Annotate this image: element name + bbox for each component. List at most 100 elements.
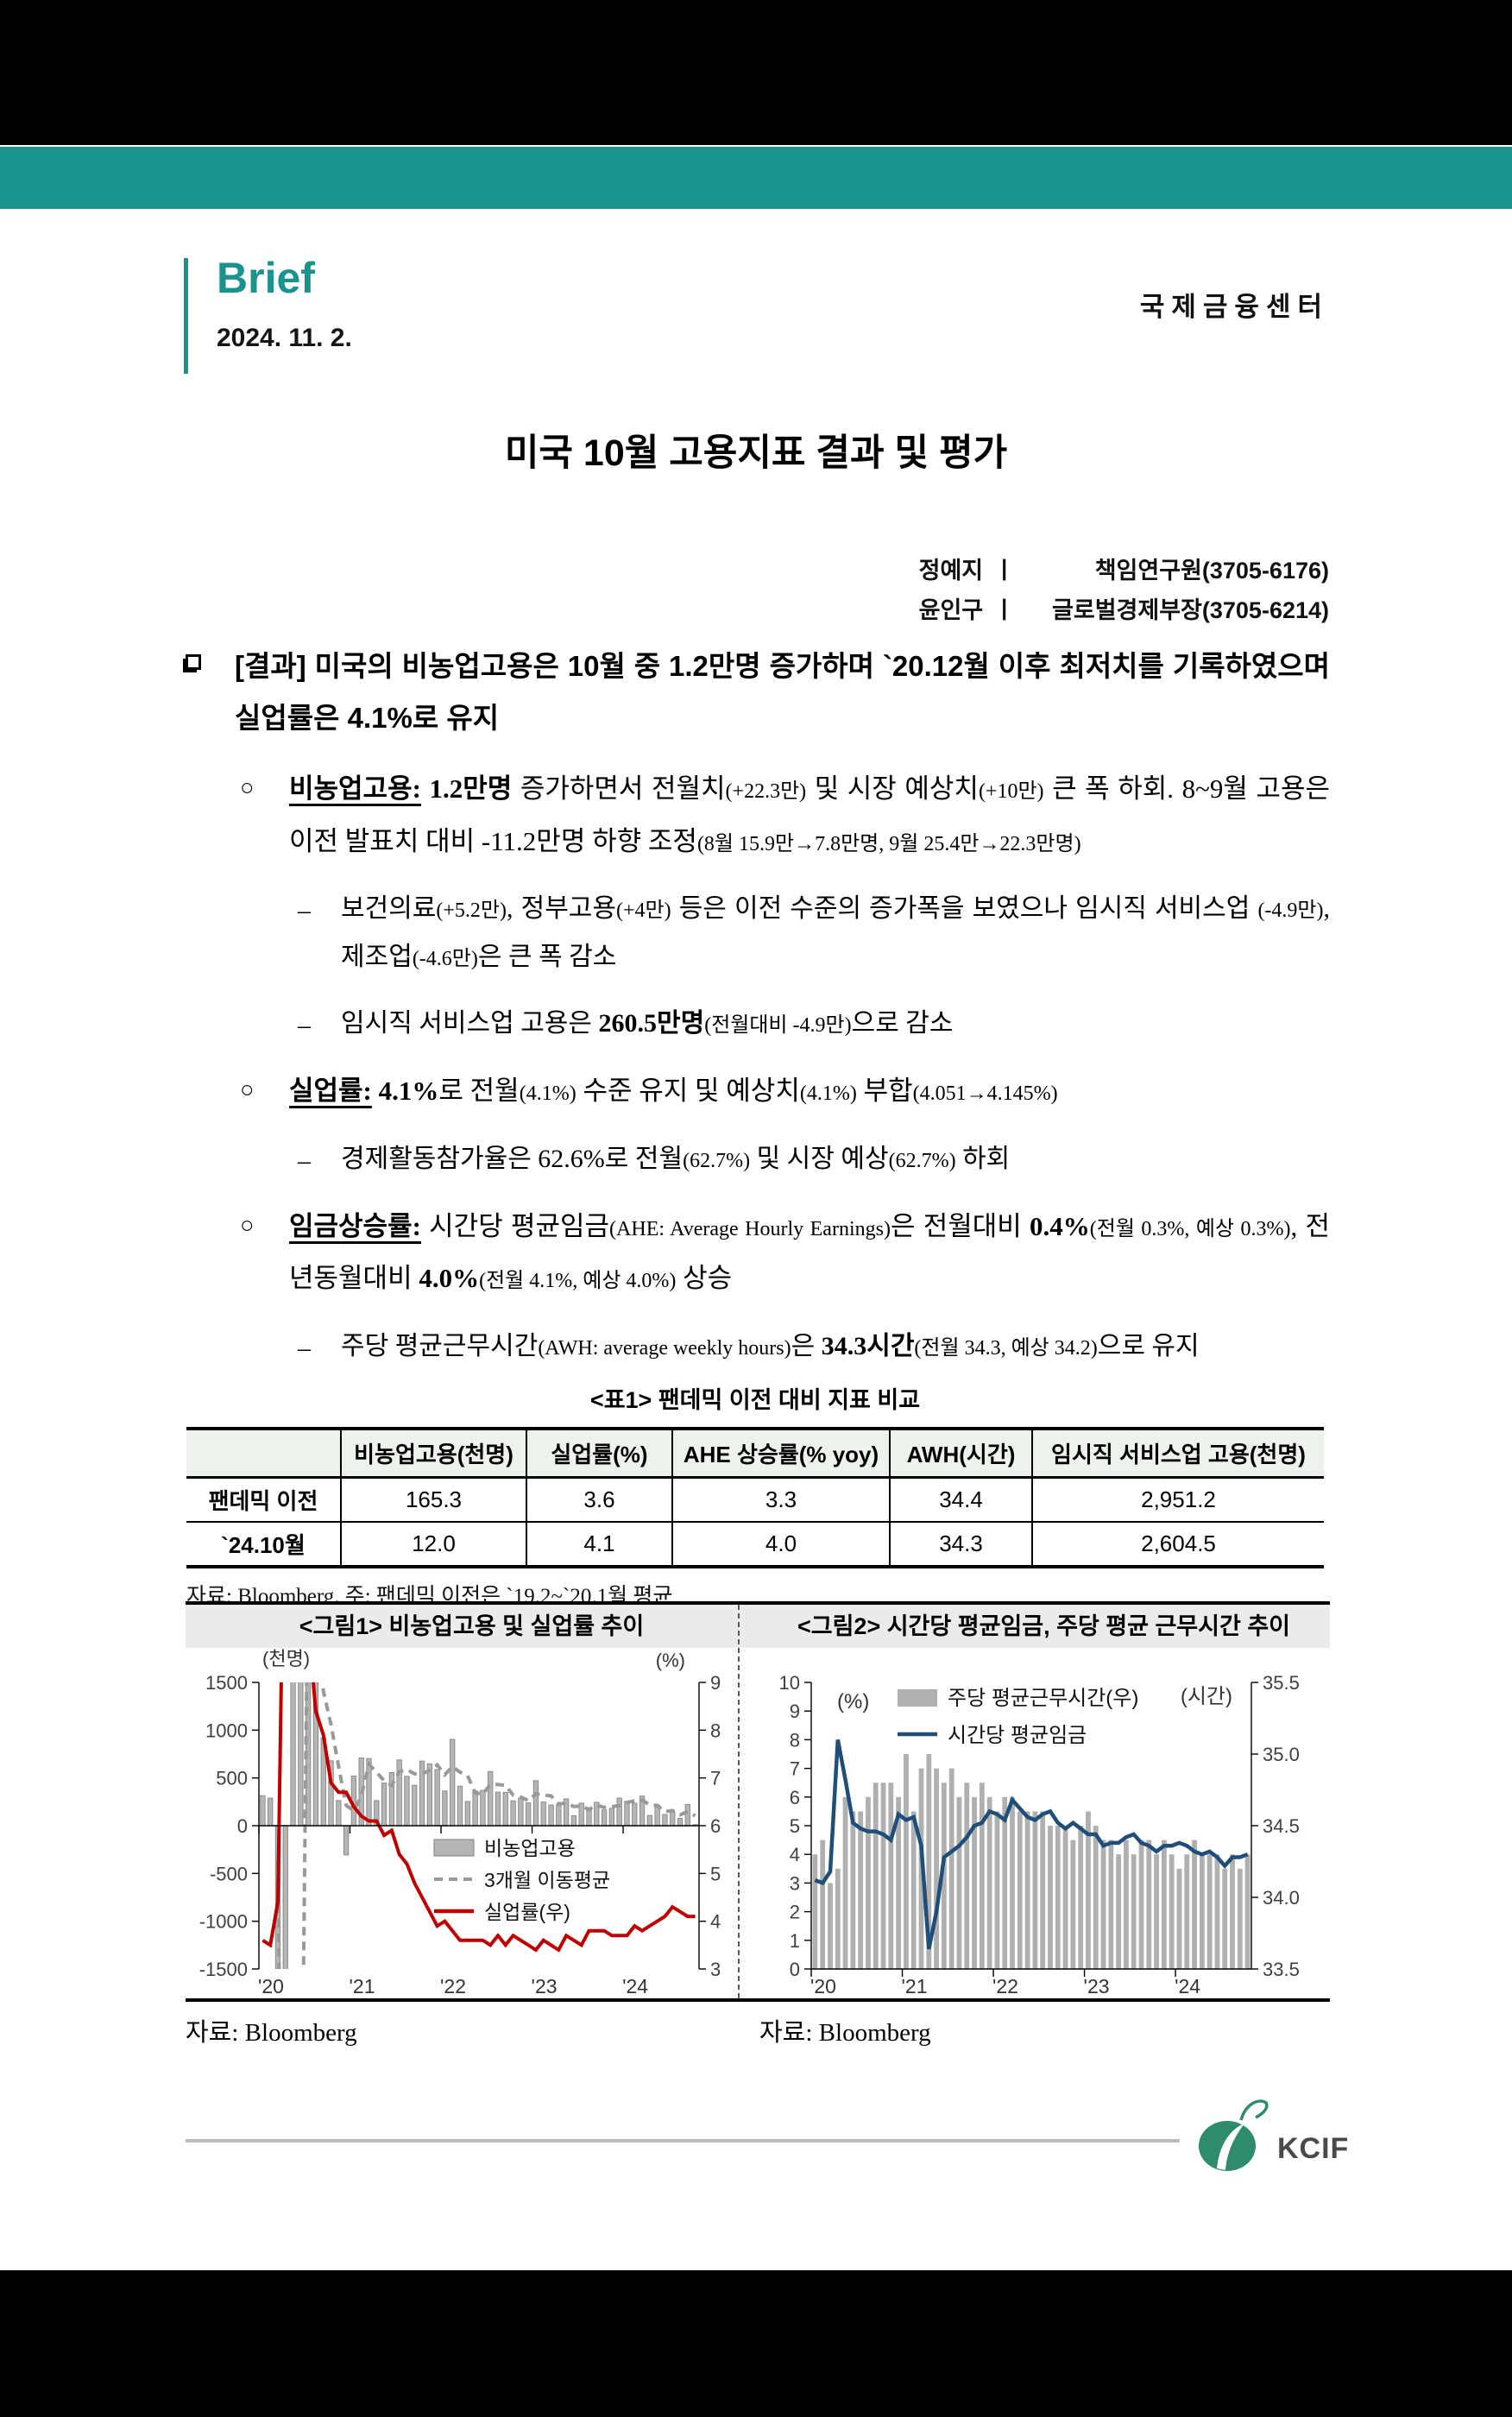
text-segment: 부합: [856, 1076, 913, 1107]
report-date: 2024. 11. 2.: [217, 324, 352, 352]
svg-text:1000: 1000: [205, 1720, 248, 1741]
figures-section: <그림1> 비농업고용 및 실업률 추이 <그림2> 시간당 평균임금, 주당 …: [186, 1601, 1330, 2048]
svg-text:3: 3: [710, 1959, 721, 1980]
a-role: 책임연구원(3705-6176): [1094, 558, 1329, 584]
text-segment: 하회: [955, 1144, 1011, 1173]
text-segment: , 전년동월대비: [289, 1210, 1330, 1294]
text-segment: 보건의료: [341, 893, 437, 923]
figure2-source: 자료: Bloomberg: [759, 2019, 931, 2047]
text-segment: 은 큰 폭 감소: [477, 943, 617, 972]
a-name: 윤인구: [918, 597, 984, 623]
paragraph: – 보건의료(+5.2만), 정부고용(+4만) 등은 이전 수준의 증가폭을 보…: [298, 885, 1330, 982]
text-segment: 로 전월: [438, 1076, 520, 1107]
authors-block: 정예지 ㅣ 책임연구원(3705-6176) 윤인구 ㅣ 글로벌경제부장(3705-621…: [919, 551, 1329, 630]
text-segment: 4.0%: [419, 1263, 480, 1294]
footer-divider-line: [186, 2139, 1180, 2142]
text-segment: 비농업고용:: [289, 773, 421, 805]
svg-text:(%): (%): [837, 1690, 869, 1713]
table-cell: 2,951.2: [1031, 1477, 1324, 1522]
text-segment: (4.051→4.145%): [912, 1082, 1058, 1106]
text-segment: 260.5만명: [598, 1008, 705, 1038]
svg-text:4: 4: [710, 1911, 721, 1933]
svg-text:2: 2: [790, 1902, 800, 1923]
text-segment: (-4.9만): [1257, 899, 1324, 922]
figures-frame: <그림1> 비농업고용 및 실업률 추이 <그림2> 시간당 평균임금, 주당 …: [186, 1601, 1330, 2002]
table-header-cell: AHE 상승률(% yoy): [671, 1429, 890, 1479]
svg-text:주당 평균근무시간(우): 주당 평균근무시간(우): [948, 1687, 1138, 1710]
svg-text:9: 9: [710, 1672, 721, 1694]
brief-label: Brief: [217, 254, 315, 302]
svg-text:(%): (%): [656, 1650, 685, 1671]
table-cell: 4.0: [671, 1522, 890, 1567]
table-cell: 4.1: [526, 1522, 672, 1567]
text-segment: 시간당 평균임금: [420, 1210, 610, 1241]
bullet-square-icon: [186, 654, 201, 670]
text-segment: (-4.6만): [412, 948, 478, 971]
table-row: 팬데믹 이전 165.3 3.6 3.3 34.4 2,951.2: [186, 1477, 1324, 1522]
figure-captions: 자료: Bloomberg 자료: Bloomberg: [186, 2012, 1330, 2048]
text-segment: (AHE: Average Hourly Earnings): [609, 1217, 891, 1240]
table1-block: <표1> 팬데믹 이전 대비 지표 비교 비농업고용(천명) 실업률(%) AHE …: [186, 1381, 1324, 1610]
svg-text:'22: '22: [992, 1975, 1018, 1997]
svg-text:4: 4: [790, 1844, 800, 1865]
svg-text:8: 8: [790, 1729, 800, 1751]
figure-title-band: <그림1> 비농업고용 및 실업률 추이 <그림2> 시간당 평균임금, 주당 …: [186, 1605, 1330, 1648]
svg-text:0: 0: [237, 1815, 248, 1837]
text-segment: 증가하면서 전월치: [512, 773, 726, 805]
text-segment: 및 시장 예상: [750, 1144, 889, 1173]
svg-text:시간당 평균임금: 시간당 평균임금: [948, 1724, 1087, 1747]
figure1-title: <그림1> 비농업고용 및 실업률 추이: [299, 1613, 645, 1639]
text-segment: 상승: [676, 1263, 733, 1294]
svg-text:6: 6: [790, 1787, 800, 1808]
text-segment: 0.4%: [1030, 1210, 1090, 1241]
paragraph: ○ 비농업고용: 1.2만명 증가하면서 전월치(+22.3만) 및 시장 예상치…: [240, 763, 1330, 868]
svg-text:(천명): (천명): [262, 1648, 310, 1669]
svg-text:5: 5: [790, 1815, 800, 1837]
svg-text:비농업고용: 비농업고용: [484, 1837, 576, 1859]
table-cell: 34.3: [889, 1522, 1032, 1567]
report-page: Brief 2024. 11. 2. 국제금융센터 미국 10월 고용지표 결과…: [0, 209, 1512, 2270]
body-copy: [결과] 미국의 비농업고용은 10월 중 1.2만명 증가하며 `20.12월…: [186, 641, 1330, 1388]
text-segment: (전월 34.3, 예상 34.2): [914, 1336, 1098, 1360]
table-cell: 12.0: [340, 1522, 526, 1567]
text-segment: (8월 15.9만→7.8만명, 9월 25.4만→22.3만명): [696, 832, 1081, 855]
svg-text:3: 3: [790, 1872, 800, 1894]
table-cell: 165.3: [340, 1477, 526, 1522]
svg-text:6: 6: [710, 1815, 721, 1837]
svg-text:'20: '20: [258, 1975, 284, 1997]
page-title: 미국 10월 고용지표 결과 및 평가: [504, 432, 1008, 474]
text-segment: (+4만): [616, 899, 671, 922]
text-segment: , 제조업: [341, 893, 1330, 972]
table-header-cell: 비농업고용(천명): [340, 1429, 526, 1479]
svg-text:'23: '23: [532, 1975, 558, 1997]
a-name: 정예지: [918, 558, 984, 584]
svg-text:'21: '21: [902, 1975, 928, 1997]
paragraph: – 경제활동참가율은 62.6%로 전월(62.7%) 및 시장 예상(62.7%…: [298, 1135, 1330, 1183]
text-segment: 큰 폭 하회. 8~9월 고용은 이전 발표치 대비 -11.2만명 하향 조정: [289, 773, 1330, 856]
paragraph: ○ 실업률: 4.1%로 전월(4.1%) 수준 유지 및 예상치(4.1%) 부…: [240, 1065, 1330, 1117]
author-row: 윤인구 ㅣ 글로벌경제부장(3705-6214): [919, 590, 1329, 630]
a-role: 글로벌경제부장(3705-6214): [1052, 597, 1329, 623]
paragraph: [결과] 미국의 비농업고용은 10월 중 1.2만명 증가하며 `20.12월…: [186, 641, 1330, 744]
text-segment: (62.7%): [888, 1149, 956, 1172]
svg-text:34.0: 34.0: [1263, 1887, 1300, 1909]
text-segment: [결과] 미국의 비농업고용은 10월 중 1.2만명 증가하며 `20.12월…: [235, 650, 1330, 735]
text-segment: (62.7%): [683, 1149, 751, 1172]
text-segment: , 정부고용: [507, 893, 616, 923]
table-row: `24.10월 12.0 4.1 4.0 34.3 2,604.5: [186, 1522, 1324, 1567]
text-segment: (전월대비 -4.9만): [704, 1013, 852, 1037]
bullet-dash-icon: –: [298, 895, 311, 925]
table-header-cell: [186, 1429, 341, 1479]
figures-body: 1500 1000 500 0 -500 -1000 -1500 9 8 7 6 5 4 3 '20 '21 '…: [186, 1648, 1330, 1998]
text-segment: 실업률:: [289, 1076, 372, 1107]
table-header-cell: 임시직 서비스업 고용(천명): [1031, 1429, 1324, 1479]
text-segment: 등은 이전 수준의 증가폭을 보였으나 임시직 서비스업: [671, 893, 1258, 923]
svg-text:5: 5: [710, 1863, 721, 1884]
text-segment: 주당 평균근무시간: [341, 1331, 539, 1360]
table-header-cell: AWH(시간): [889, 1429, 1032, 1479]
bullet-circle-icon: ○: [240, 774, 255, 801]
svg-text:500: 500: [216, 1768, 248, 1789]
table-header-cell: 실업률(%): [526, 1429, 672, 1479]
text-segment: 1.2만명: [420, 773, 513, 805]
organization-name: 국제금융센터: [1139, 292, 1329, 322]
